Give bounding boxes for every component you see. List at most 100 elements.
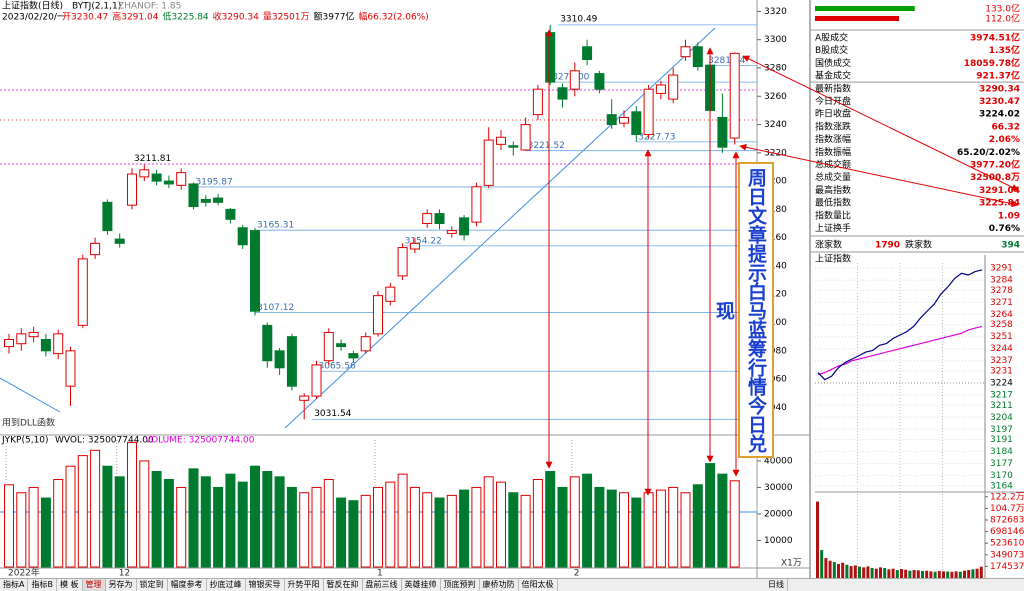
row-label: 指数量比 [815, 209, 851, 221]
candle-body [397, 247, 408, 277]
volume-bar [311, 486, 322, 568]
volume-bar [557, 486, 568, 568]
toolbar-button[interactable]: 康桥功防 [480, 579, 519, 591]
row-value: 3225.84 [979, 199, 1020, 209]
row-value: 2.06% [989, 135, 1020, 145]
y-tick-label: 3300 [764, 35, 787, 45]
volume-bar [102, 465, 113, 568]
breadth-label: 涨家数 [815, 239, 842, 251]
volume-bar [385, 481, 396, 568]
header-quote: 开3230.47 [62, 12, 108, 23]
mini-volume-bar [921, 571, 924, 578]
volume-bar [200, 476, 211, 568]
candle-body [373, 295, 383, 335]
header-quote: 低3225.84 [162, 11, 208, 23]
mini-volume-bar [883, 568, 887, 578]
level-label: 3154.22 [405, 236, 442, 246]
toolbar-button[interactable]: 指标A [0, 579, 29, 591]
mini-volume-bar [950, 571, 954, 578]
mini-average-line [817, 325, 983, 375]
volume-tick-label: 20000 [764, 509, 793, 519]
volume-bar [582, 473, 593, 568]
candle-body [225, 208, 236, 220]
mini-price-line [817, 269, 983, 381]
candle-body [53, 333, 64, 355]
y-tick-label: 3180 [764, 205, 787, 215]
candle-body [471, 186, 482, 223]
toolbar-button[interactable]: 模 板 [57, 579, 83, 591]
mini-volume-tick-label: 523610 [990, 539, 1024, 549]
mini-volume-tick-label: 349073 [990, 550, 1024, 560]
mini-tick-label: 3211 [990, 401, 1013, 411]
mini-tick-label: 3264 [990, 310, 1013, 320]
volume-bar [619, 492, 629, 568]
volume-bar [16, 492, 27, 568]
toolbar-button[interactable]: 英雄挂帅 [402, 579, 441, 591]
volume-bar [40, 497, 51, 568]
toolbar-button[interactable]: 锦银买导 [246, 579, 285, 591]
toolbar-button[interactable]: 暂反在抑 [324, 579, 363, 591]
mini-tick-label: 3237 [990, 356, 1013, 366]
period-button[interactable]: 日线 [765, 579, 788, 591]
candle-body [200, 198, 211, 203]
mini-tick-label: 3244 [990, 344, 1013, 354]
level-label: 3310.49 [560, 14, 597, 24]
mini-volume-bar [866, 566, 870, 578]
volume-wvol: WVOL: 325007744.00 [55, 436, 154, 446]
toolbar-button[interactable]: 另存为 [106, 579, 137, 591]
mini-tick-label: 3258 [990, 320, 1013, 330]
header-quote: 收3290.34 [213, 11, 259, 23]
mini-tick-label: 3197 [990, 425, 1013, 435]
flow-bar [815, 6, 915, 11]
row-label: 基金成交 [815, 70, 851, 82]
mini-volume-bar [879, 567, 882, 578]
arrow [739, 143, 1019, 208]
volume-bar [705, 463, 716, 568]
header-quote: 额3977亿 [314, 11, 355, 23]
volume-bar [114, 476, 125, 568]
mini-volume-bar [891, 568, 895, 578]
toolbar-button[interactable]: 顶底预判 [441, 579, 480, 591]
row-value: 65.20/2.02% [957, 148, 1020, 158]
y-tick-label: 3080 [764, 346, 787, 356]
volume-bar [213, 486, 224, 568]
candle-body [446, 230, 457, 234]
mini-tick-label: 3271 [990, 298, 1013, 308]
row-value: 3977.20亿 [970, 159, 1020, 171]
volume-bar [680, 492, 691, 568]
volume-bar [496, 481, 506, 568]
volume-bar [299, 492, 310, 568]
volume-bar [532, 478, 543, 568]
volume-bar [90, 449, 101, 568]
y-tick-label: 3140 [764, 261, 787, 271]
toolbar-button[interactable]: 升势平阳 [285, 579, 324, 591]
candle-body [139, 169, 150, 178]
candle-body [213, 197, 224, 203]
toolbar-button[interactable]: 指标B [28, 579, 57, 591]
toolbar-button[interactable]: 倍阳太极 [519, 579, 558, 591]
level-label: 3031.54 [314, 409, 351, 419]
mini-volume-bar [937, 571, 941, 578]
row-label: 总成交量 [815, 171, 851, 183]
mini-volume-bar [900, 569, 903, 578]
toolbar-button[interactable]: 管理 [82, 579, 106, 591]
level-label: 3195.87 [196, 177, 233, 187]
volume-bar [434, 497, 445, 568]
mini-tick-label: 3291 [990, 264, 1013, 274]
toolbar-button[interactable]: 抄底过峰 [207, 579, 246, 591]
volume-bar [643, 492, 654, 568]
mini-tick-label: 3278 [990, 286, 1013, 296]
candle-body [582, 46, 593, 60]
mini-volume-bar [895, 570, 899, 578]
volume-bar [606, 489, 617, 568]
row-value: 3290.34 [979, 84, 1020, 94]
mini-volume-bar [954, 571, 958, 578]
toolbar-button[interactable]: 锁定到 [137, 579, 168, 591]
volume-bar [176, 486, 187, 568]
candle-body [262, 324, 273, 362]
toolbar-button[interactable]: 幅度参考 [168, 579, 207, 591]
volume-bar [422, 492, 433, 568]
x-tick-label: 12 [119, 569, 130, 579]
toolbar-button[interactable]: 盘前三线 [363, 579, 402, 591]
header-quote: 量32501万 [263, 12, 310, 23]
